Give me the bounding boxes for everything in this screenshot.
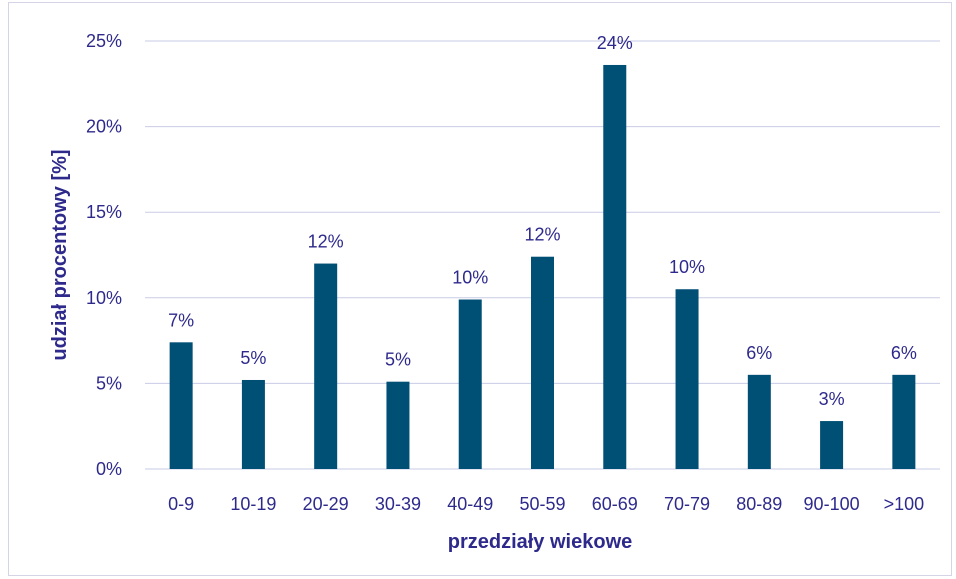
x-tick-label: >100 (884, 494, 925, 514)
x-axis-ticks: 0-9 10-19 20-29 30-39 40-49 50-59 60-69 70-79 80… (168, 494, 924, 514)
data-label: 6% (891, 343, 917, 363)
bar (892, 374, 916, 469)
y-axis-title: udział procentowy [%] (49, 149, 71, 360)
bar (169, 342, 193, 469)
y-tick-label: 5% (96, 373, 122, 393)
data-label: 7% (168, 310, 194, 330)
y-tick-label: 15% (86, 202, 122, 222)
x-tick-label: 60-69 (592, 494, 638, 514)
x-tick-label: 0-9 (168, 494, 194, 514)
x-tick-label: 40-49 (447, 494, 493, 514)
data-label: 12% (308, 232, 344, 252)
gridlines (145, 40, 940, 470)
x-tick-label: 10-19 (230, 494, 276, 514)
bar (531, 256, 554, 469)
data-label: 6% (746, 343, 772, 363)
data-label: 5% (385, 350, 411, 370)
x-axis-title: przedziały wiekowe (448, 531, 633, 553)
y-tick-label: 25% (86, 31, 122, 51)
x-tick-label: 20-29 (303, 494, 349, 514)
bar (747, 374, 771, 469)
x-tick-label: 50-59 (519, 494, 565, 514)
data-label: 24% (597, 33, 633, 53)
x-tick-label: 90-100 (804, 494, 860, 514)
y-axis-ticks: 0% 5% 10% 15% 20% 25% (86, 31, 122, 479)
data-label: 3% (819, 389, 845, 409)
bar (314, 263, 338, 469)
y-tick-label: 0% (96, 459, 122, 479)
bar (603, 64, 627, 469)
data-labels: 7% 5% 12% 5% 10% 12% 24% 10% 6% 3% 6% (168, 33, 917, 409)
bars (169, 64, 916, 469)
data-label: 5% (240, 348, 266, 368)
y-tick-label: 20% (86, 117, 122, 137)
bar (675, 289, 699, 469)
chart-frame (8, 2, 952, 576)
bar (241, 379, 265, 469)
data-label: 12% (524, 225, 560, 245)
bar (458, 299, 482, 469)
x-tick-label: 80-89 (736, 494, 782, 514)
x-tick-label: 30-39 (375, 494, 421, 514)
x-tick-label: 70-79 (664, 494, 710, 514)
data-label: 10% (669, 257, 705, 277)
y-tick-label: 10% (86, 288, 122, 308)
data-label: 10% (452, 268, 488, 288)
bar (386, 381, 410, 469)
bar (820, 421, 844, 469)
